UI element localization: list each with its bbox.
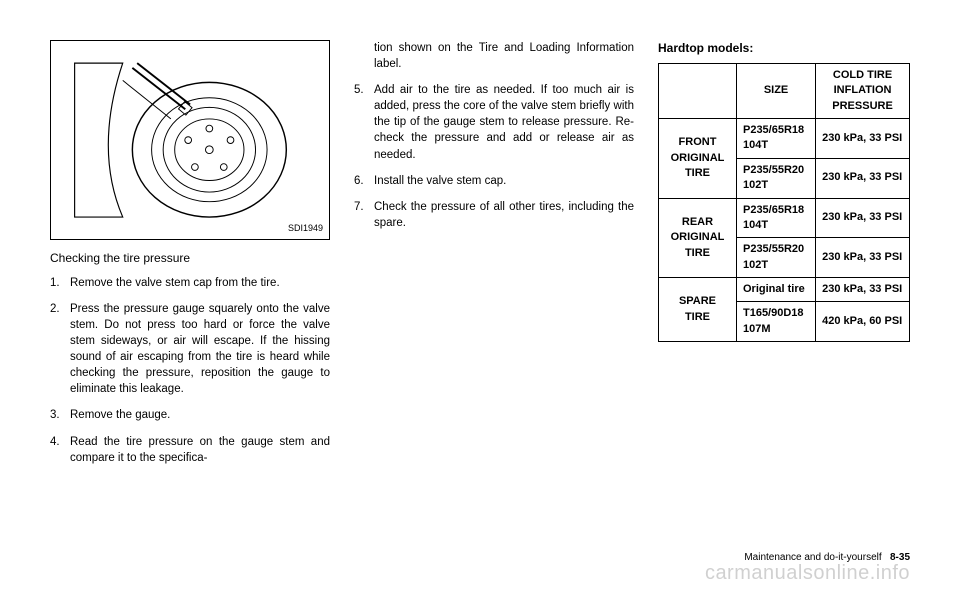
step-item: Read the tire pressure on the gauge stem… [50,434,330,466]
size-cell: P235/65R18 104T [736,118,815,158]
size-cell: P235/55R20 102T [736,238,815,278]
table-row: REAR ORIGINAL TIRE P235/65R18 104T 230 k… [659,198,910,238]
column-1: SDI1949 Checking the tire pressure Remov… [50,40,330,540]
table-header: COLD TIRE INFLATION PRESSURE [816,63,910,118]
step-continuation: tion shown on the Tire and Loading Infor… [354,40,634,72]
checking-title: Checking the tire pressure [50,250,330,267]
row-head: REAR ORIGINAL TIRE [659,198,737,278]
step-item: Check the pressure of all other tires, i… [354,199,634,231]
table-row: FRONT ORIGINAL TIRE P235/65R18 104T 230 … [659,118,910,158]
table-row: SPARE TIRE Original tire 230 kPa, 33 PSI [659,278,910,302]
step-item: Add air to the tire as needed. If too mu… [354,82,634,162]
size-cell: P235/65R18 104T [736,198,815,238]
table-header-row: SIZE COLD TIRE INFLATION PRESSURE [659,63,910,118]
pressure-cell: 230 kPa, 33 PSI [816,118,910,158]
tire-pressure-table: SIZE COLD TIRE INFLATION PRESSURE FRONT … [658,63,910,342]
size-cell: P235/55R20 102T [736,158,815,198]
step-item: Remove the valve stem cap from the tire. [50,275,330,291]
tire-pressure-figure: SDI1949 [50,40,330,240]
pressure-cell: 230 kPa, 33 PSI [816,198,910,238]
pressure-cell: 230 kPa, 33 PSI [816,158,910,198]
step-item: Remove the gauge. [50,407,330,423]
size-cell: T165/90D18 107M [736,302,815,342]
steps-list-2: Add air to the tire as needed. If too mu… [354,82,634,231]
column-2: tion shown on the Tire and Loading Infor… [354,40,634,540]
size-cell: Original tire [736,278,815,302]
steps-list-1: Remove the valve stem cap from the tire.… [50,275,330,466]
column-3: Hardtop models: SIZE COLD TIRE INFLATION… [658,40,910,540]
table-header: SIZE [736,63,815,118]
tire-gauge-icon [65,51,315,229]
row-head: SPARE TIRE [659,278,737,342]
step-item: Install the valve stem cap. [354,173,634,189]
step-item: Press the pressure gauge squarely onto t… [50,301,330,398]
figure-id: SDI1949 [288,222,323,235]
hardtop-title: Hardtop models: [658,40,910,57]
watermark: carmanualsonline.info [705,562,910,585]
pressure-cell: 230 kPa, 33 PSI [816,238,910,278]
table-header [659,63,737,118]
pressure-cell: 420 kPa, 60 PSI [816,302,910,342]
pressure-cell: 230 kPa, 33 PSI [816,278,910,302]
manual-page: SDI1949 Checking the tire pressure Remov… [50,40,910,540]
row-head: FRONT ORIGINAL TIRE [659,118,737,198]
